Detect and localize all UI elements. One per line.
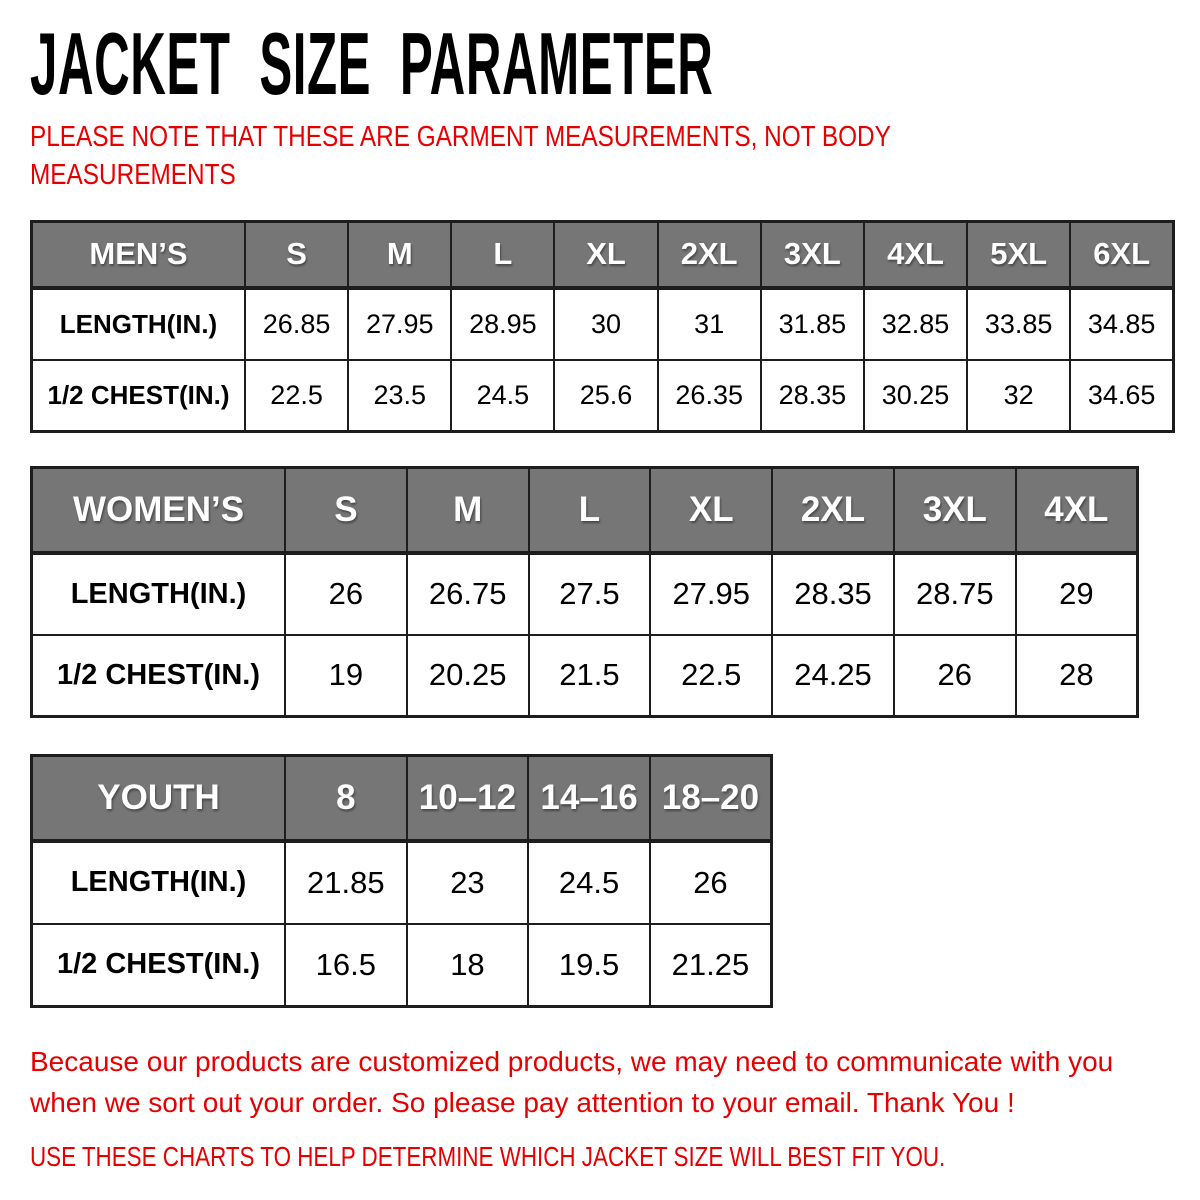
- data-row: LENGTH(IN.) 26.85 27.95 28.95 30 31 31.85 32.85…: [30, 286, 1175, 361]
- size-header-cell: 18–20: [648, 754, 773, 843]
- page-title: JACKET SIZE PARAMETER: [30, 14, 714, 113]
- value-cell: 20.25: [405, 633, 530, 718]
- size-header-cell: 2XL: [656, 220, 762, 290]
- group-header-cell: YOUTH: [30, 754, 286, 843]
- data-row: LENGTH(IN.) 21.85 23 24.5 26: [30, 839, 773, 925]
- data-row: 1/2 CHEST(IN.) 19 20.25 21.5 22.5 24.25 26 28: [30, 633, 1139, 718]
- value-cell: 26.35: [656, 358, 762, 433]
- value-cell: 21.85: [284, 839, 408, 925]
- row-label-cell: LENGTH(IN.): [30, 286, 246, 361]
- value-cell: 25.6: [553, 358, 659, 433]
- value-cell: 24.5: [450, 358, 556, 433]
- value-cell: 21.5: [527, 633, 652, 718]
- size-header-cell: S: [284, 466, 408, 555]
- size-header-cell: 6XL: [1069, 220, 1175, 290]
- data-row: LENGTH(IN.) 26 26.75 27.5 27.95 28.35 28.75 29: [30, 551, 1139, 636]
- value-cell: 26.85: [243, 286, 350, 361]
- garment-measurement-note: PLEASE NOTE THAT THESE ARE GARMENT MEASU…: [30, 121, 891, 191]
- size-header-cell: XL: [649, 466, 774, 555]
- size-header-cell: L: [527, 466, 652, 555]
- size-table: MEN’S S M L XL 2XL 3XL 4XL 5XL 6XL LENGTH(IN.) 26.8…: [30, 220, 1175, 433]
- row-label-cell: 1/2 CHEST(IN.): [30, 633, 286, 718]
- size-header-cell: 4XL: [862, 220, 969, 290]
- value-cell: 31.85: [759, 286, 865, 361]
- size-header-cell: 2XL: [771, 466, 895, 555]
- header-row: MEN’S S M L XL 2XL 3XL 4XL 5XL 6XL: [30, 220, 1175, 290]
- value-cell: 28: [1014, 633, 1139, 718]
- youth-size-table-container: YOUTH 8 10–12 14–16 18–20 LENGTH(IN.) 21.85 23 2…: [30, 754, 1200, 1008]
- value-cell: 23.5: [347, 358, 453, 433]
- value-cell: 27.95: [347, 286, 453, 361]
- size-parameter-page: JACKET SIZE PARAMETER PLEASE NOTE THAT T…: [30, 14, 1200, 1172]
- size-header-cell: 14–16: [527, 754, 651, 843]
- header-row: YOUTH 8 10–12 14–16 18–20: [30, 754, 773, 843]
- value-cell: 22.5: [649, 633, 774, 718]
- mens-size-table-container: MEN’S S M L XL 2XL 3XL 4XL 5XL 6XL LENGTH(IN.) 26.8…: [30, 220, 1200, 433]
- value-cell: 28.75: [892, 551, 1017, 636]
- size-table: WOMEN’S S M L XL 2XL 3XL 4XL LENGTH(IN.) 26 26.75 2…: [30, 466, 1139, 718]
- value-cell: 26: [284, 551, 408, 636]
- row-label-cell: LENGTH(IN.): [30, 551, 286, 636]
- size-header-cell: M: [347, 220, 453, 290]
- header-row: WOMEN’S S M L XL 2XL 3XL 4XL: [30, 466, 1139, 555]
- value-cell: 27.5: [527, 551, 652, 636]
- value-cell: 21.25: [648, 922, 773, 1008]
- size-header-cell: 3XL: [892, 466, 1017, 555]
- value-cell: 24.25: [771, 633, 895, 718]
- row-label-cell: 1/2 CHEST(IN.): [30, 922, 286, 1008]
- row-label-cell: LENGTH(IN.): [30, 839, 286, 925]
- data-row: 1/2 CHEST(IN.) 16.5 18 19.5 21.25: [30, 922, 773, 1008]
- value-cell: 26: [892, 633, 1017, 718]
- value-cell: 28.95: [450, 286, 556, 361]
- value-cell: 27.95: [649, 551, 774, 636]
- value-cell: 29: [1014, 551, 1139, 636]
- value-cell: 33.85: [966, 286, 1072, 361]
- value-cell: 22.5: [243, 358, 350, 433]
- size-header-cell: 4XL: [1014, 466, 1139, 555]
- page-title-wrap: JACKET SIZE PARAMETER: [30, 14, 1200, 113]
- value-cell: 32.85: [862, 286, 969, 361]
- data-row: 1/2 CHEST(IN.) 22.5 23.5 24.5 25.6 26.35 28.35…: [30, 358, 1175, 433]
- value-cell: 34.85: [1069, 286, 1175, 361]
- size-header-cell: XL: [553, 220, 659, 290]
- value-cell: 32: [966, 358, 1072, 433]
- value-cell: 24.5: [527, 839, 651, 925]
- row-label-cell: 1/2 CHEST(IN.): [30, 358, 246, 433]
- size-table: YOUTH 8 10–12 14–16 18–20 LENGTH(IN.) 21.85 23 2…: [30, 754, 773, 1008]
- group-header-cell: MEN’S: [30, 220, 246, 290]
- value-cell: 31: [656, 286, 762, 361]
- value-cell: 28.35: [771, 551, 895, 636]
- value-cell: 34.65: [1069, 358, 1175, 433]
- size-header-cell: 8: [284, 754, 408, 843]
- value-cell: 23: [405, 839, 530, 925]
- value-cell: 18: [405, 922, 530, 1008]
- group-header-cell: WOMEN’S: [30, 466, 286, 555]
- value-cell: 26.75: [405, 551, 530, 636]
- size-header-cell: S: [243, 220, 350, 290]
- size-header-cell: 5XL: [966, 220, 1072, 290]
- customization-notice: Because our products are customized prod…: [30, 1046, 1114, 1118]
- size-header-cell: 3XL: [759, 220, 865, 290]
- value-cell: 30: [553, 286, 659, 361]
- value-cell: 26: [648, 839, 773, 925]
- fit-advice: USE THESE CHARTS TO HELP DETERMINE WHICH…: [30, 1141, 946, 1172]
- value-cell: 28.35: [759, 358, 865, 433]
- size-header-cell: 10–12: [405, 754, 530, 843]
- value-cell: 16.5: [284, 922, 408, 1008]
- size-header-cell: M: [405, 466, 530, 555]
- value-cell: 19: [284, 633, 408, 718]
- womens-size-table-container: WOMEN’S S M L XL 2XL 3XL 4XL LENGTH(IN.) 26 26.75 2…: [30, 466, 1200, 718]
- size-header-cell: L: [450, 220, 556, 290]
- value-cell: 19.5: [527, 922, 651, 1008]
- value-cell: 30.25: [862, 358, 969, 433]
